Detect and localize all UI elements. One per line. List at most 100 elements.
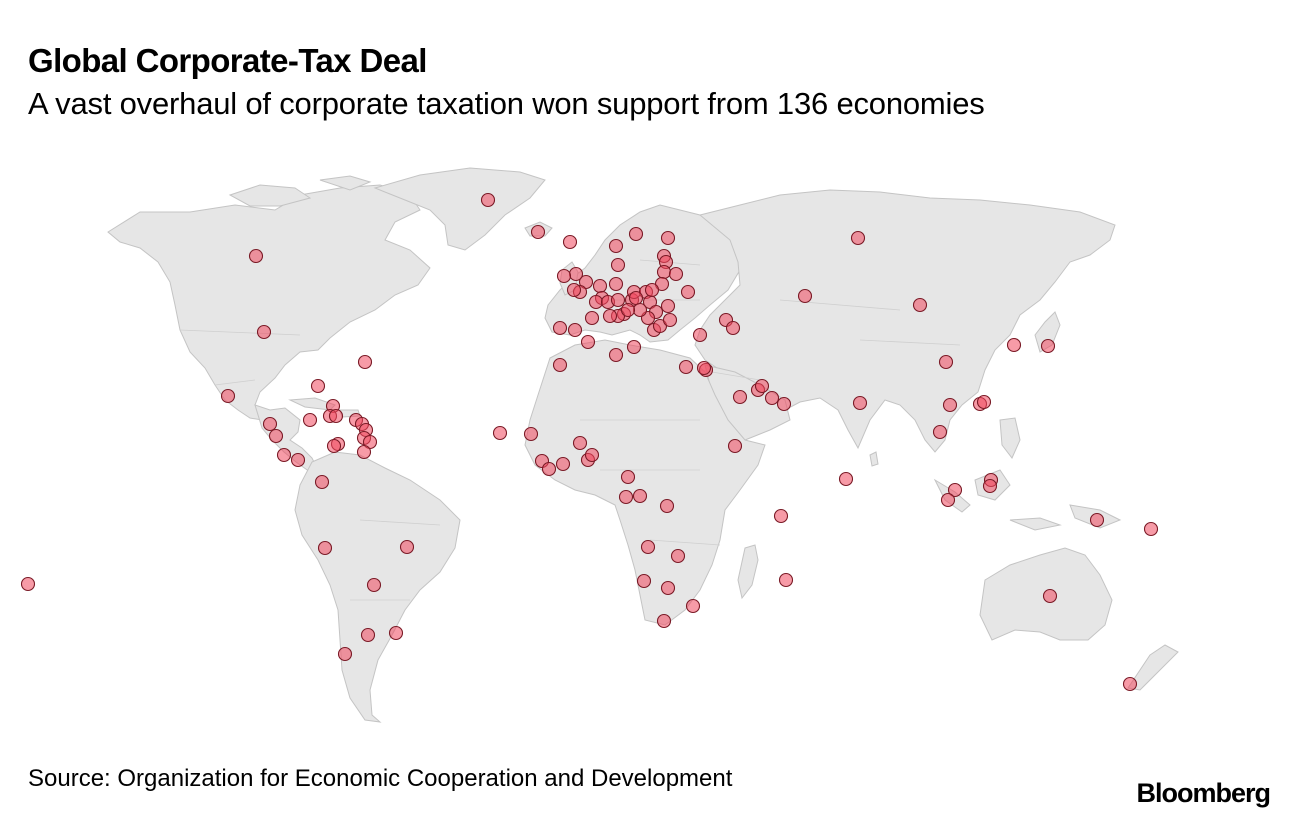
member-marker — [976, 394, 992, 410]
member-marker — [942, 397, 958, 413]
member-marker — [541, 461, 557, 477]
member-marker — [932, 424, 948, 440]
member-marker — [632, 302, 648, 318]
member-marker — [797, 288, 813, 304]
member-markers — [20, 192, 1159, 692]
chart-subtitle: A vast overhaul of corporate taxation wo… — [28, 86, 985, 121]
member-marker — [660, 580, 676, 596]
bloomberg-logo: Bloomberg — [1136, 778, 1271, 808]
member-marker — [727, 438, 743, 454]
world-map — [20, 167, 1179, 723]
member-marker — [262, 416, 278, 432]
land-sri-lanka — [869, 451, 879, 467]
member-marker — [530, 224, 546, 240]
member-marker — [523, 426, 539, 442]
member-marker — [276, 447, 292, 463]
member-marker — [572, 435, 588, 451]
member-marker — [314, 474, 330, 490]
land-madagascar — [737, 544, 759, 600]
member-marker — [584, 447, 600, 463]
member-marker — [608, 238, 624, 254]
member-marker — [357, 354, 373, 370]
member-marker — [302, 412, 318, 428]
member-marker — [852, 395, 868, 411]
member-marker — [1040, 338, 1056, 354]
member-marker — [366, 577, 382, 593]
land-masses — [107, 167, 1179, 723]
member-marker — [220, 388, 236, 404]
member-marker — [659, 498, 675, 514]
member-marker — [1089, 512, 1105, 528]
member-marker — [764, 390, 780, 406]
member-marker — [480, 192, 496, 208]
member-marker — [656, 613, 672, 629]
member-marker — [567, 322, 583, 338]
land-japan — [1034, 311, 1061, 353]
member-marker — [850, 230, 866, 246]
member-marker — [610, 257, 626, 273]
chart-title: Global Corporate-Tax Deal — [28, 42, 427, 79]
member-marker — [778, 572, 794, 588]
member-marker — [670, 548, 686, 564]
land-philippines — [999, 417, 1021, 459]
member-marker — [310, 378, 326, 394]
land-greenland — [373, 167, 546, 251]
member-marker — [592, 278, 608, 294]
member-marker — [1006, 337, 1022, 353]
member-marker — [626, 339, 642, 355]
member-marker — [602, 308, 618, 324]
member-marker — [938, 354, 954, 370]
member-marker — [555, 456, 571, 472]
member-marker — [588, 294, 604, 310]
member-marker — [620, 469, 636, 485]
member-marker — [568, 266, 584, 282]
member-marker — [660, 298, 676, 314]
member-marker — [1042, 588, 1058, 604]
member-marker — [388, 625, 404, 641]
member-marker — [773, 508, 789, 524]
land-asia — [694, 189, 1116, 453]
member-marker — [636, 573, 652, 589]
member-marker — [656, 264, 672, 280]
member-marker — [556, 268, 572, 284]
member-marker — [725, 320, 741, 336]
member-marker — [552, 357, 568, 373]
member-marker — [912, 297, 928, 313]
member-marker — [838, 471, 854, 487]
member-marker — [608, 276, 624, 292]
member-marker — [640, 539, 656, 555]
member-marker — [566, 282, 582, 298]
land-arctic-islands — [228, 175, 372, 207]
member-marker — [1122, 676, 1138, 692]
member-marker — [248, 248, 264, 264]
member-marker — [660, 230, 676, 246]
member-marker — [1143, 521, 1159, 537]
member-marker — [620, 302, 636, 318]
member-marker — [668, 266, 684, 282]
member-marker — [618, 489, 634, 505]
land-indonesia — [933, 469, 1122, 531]
member-marker — [628, 290, 644, 306]
source-note: Source: Organization for Economic Cooper… — [28, 765, 733, 792]
member-marker — [326, 438, 342, 454]
member-marker — [608, 347, 624, 363]
member-marker — [256, 324, 272, 340]
member-marker — [754, 378, 770, 394]
member-marker — [399, 539, 415, 555]
member-marker — [290, 452, 306, 468]
member-marker — [982, 478, 998, 494]
member-marker — [492, 425, 508, 441]
member-marker — [644, 282, 660, 298]
member-marker — [337, 646, 353, 662]
member-marker — [678, 359, 694, 375]
member-marker — [628, 226, 644, 242]
member-marker — [692, 327, 708, 343]
member-marker — [562, 234, 578, 250]
member-marker — [268, 428, 284, 444]
member-marker — [680, 284, 696, 300]
member-marker — [360, 627, 376, 643]
member-marker — [356, 444, 372, 460]
member-marker — [662, 312, 678, 328]
member-marker — [947, 482, 963, 498]
member-marker — [580, 334, 596, 350]
